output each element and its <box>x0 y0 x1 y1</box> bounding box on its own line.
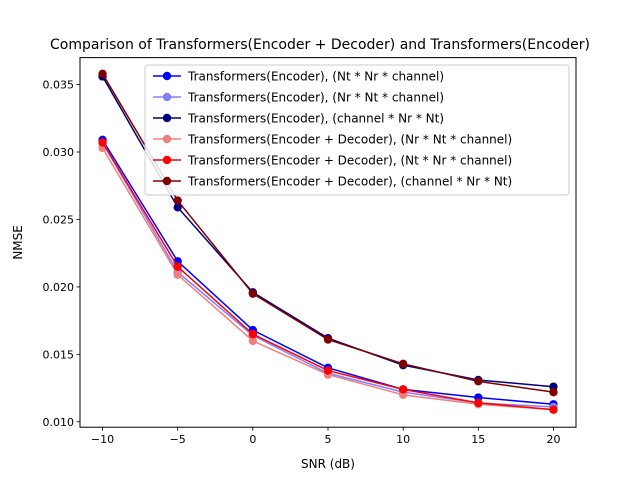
legend-label: Transformers(Encoder + Decoder), (Nt * N… <box>187 154 512 168</box>
legend-entry: Transformers(Encoder + Decoder), (channe… <box>153 175 512 189</box>
y-tick-label: 0.030 <box>43 146 75 159</box>
legend-label: Transformers(Encoder), (Nt * Nr * channe… <box>187 70 444 84</box>
data-point <box>248 329 258 339</box>
legend-entry: Transformers(Encoder + Decoder), (Nr * N… <box>153 133 512 147</box>
data-point <box>323 366 333 375</box>
legend: Transformers(Encoder), (Nt * Nr * channe… <box>144 64 570 196</box>
x-axis-label: SNR (dB) <box>301 457 355 471</box>
data-point <box>173 262 182 271</box>
data-point <box>248 336 258 346</box>
legend-entry: Transformers(Encoder), (Nt * Nr * channe… <box>153 70 444 84</box>
x-tick-label: 15 <box>471 433 485 446</box>
data-point <box>98 69 107 78</box>
series-6 <box>98 69 558 397</box>
series-5 <box>98 138 558 414</box>
legend-marker <box>162 113 172 123</box>
x-tick-label: 0 <box>249 433 256 446</box>
y-tick-label: 0.025 <box>43 213 75 226</box>
legend-label: Transformers(Encoder + Decoder), (Nr * N… <box>187 133 512 147</box>
data-point <box>398 359 408 369</box>
legend-entry: Transformers(Encoder), (channel * Nr * N… <box>153 112 444 126</box>
x-tick-label: 5 <box>325 433 332 446</box>
data-point <box>549 405 558 414</box>
legend-marker <box>162 71 172 81</box>
x-tick-label: −5 <box>170 433 186 446</box>
axis-ticks: −10 −5 0 5 10 15 20 0.010 0.015 0.020 0.025 0.030 0.… <box>43 79 561 447</box>
data-point <box>323 335 333 344</box>
y-tick-label: 0.015 <box>43 348 75 361</box>
x-tick-label: 10 <box>396 433 410 446</box>
y-tick-label: 0.035 <box>43 79 75 92</box>
y-tick-label: 0.020 <box>43 281 75 294</box>
legend-label: Transformers(Encoder), (channel * Nr * N… <box>187 112 444 126</box>
x-tick-label: 20 <box>546 433 560 446</box>
legend-marker <box>162 92 172 102</box>
legend-entry: Transformers(Encoder + Decoder), (Nt * N… <box>153 154 512 168</box>
legend-box <box>144 64 570 196</box>
legend-marker <box>162 155 172 165</box>
legend-entry: Transformers(Encoder), (Nr * Nt * channe… <box>153 91 444 105</box>
legend-marker <box>162 134 172 144</box>
legend-marker <box>162 176 172 186</box>
data-point <box>549 387 558 397</box>
data-point <box>474 398 483 408</box>
x-tick-label: −10 <box>91 433 114 446</box>
data-point <box>474 377 483 386</box>
data-point <box>173 270 182 279</box>
chart-title: Comparison of Transformers(Encoder + Dec… <box>50 37 590 53</box>
plot-area <box>98 69 558 414</box>
data-point <box>173 196 182 205</box>
data-point <box>173 203 182 212</box>
legend-label: Transformers(Encoder), (Nr * Nt * channe… <box>187 91 444 105</box>
data-point <box>398 385 408 394</box>
y-tick-label: 0.010 <box>43 416 75 429</box>
data-point <box>248 289 258 298</box>
data-point <box>98 138 107 147</box>
legend-label: Transformers(Encoder + Decoder), (channe… <box>187 175 512 189</box>
y-axis-label: NMSE <box>11 225 25 260</box>
